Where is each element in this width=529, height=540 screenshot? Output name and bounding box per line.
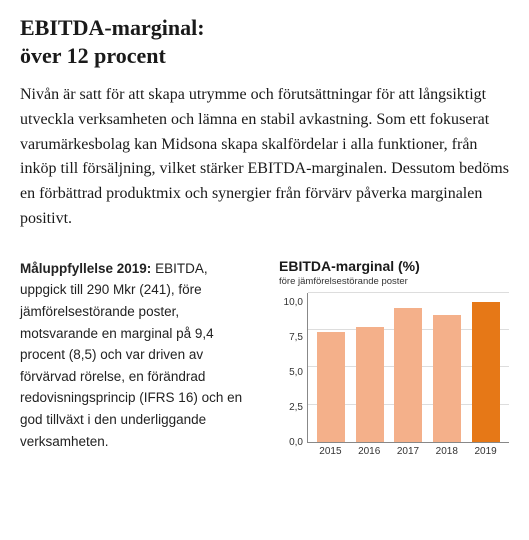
- goal-lead: Måluppfyllelse 2019:: [20, 261, 151, 276]
- chart-container: EBITDA-marginal (%) före jämförelsestöra…: [279, 258, 509, 457]
- chart-bars: [308, 293, 509, 442]
- goal-fulfilment-text: Måluppfyllelse 2019: EBITDA, uppgick til…: [20, 258, 255, 457]
- chart-title: EBITDA-marginal (%): [279, 258, 509, 274]
- y-tick: 10,0: [284, 298, 303, 308]
- heading-line-1: EBITDA-marginal:: [20, 14, 509, 42]
- chart-x-axis: 2015 2016 2017 2018 2019: [307, 443, 509, 457]
- x-tick-label: 2015: [316, 446, 344, 457]
- y-tick: 0,0: [289, 438, 303, 448]
- chart-bar: [356, 327, 384, 442]
- lower-section: Måluppfyllelse 2019: EBITDA, uppgick til…: [20, 258, 509, 457]
- y-tick: 7,5: [289, 333, 303, 343]
- x-tick-label: 2016: [355, 446, 383, 457]
- chart-bar: [317, 332, 345, 442]
- heading-line-2: över 12 procent: [20, 42, 509, 70]
- chart-plot-area: [307, 293, 509, 443]
- goal-rest: EBITDA, uppgick till 290 Mkr (241), före…: [20, 261, 242, 449]
- chart-y-axis: 10,0 7,5 5,0 2,5 0,0: [279, 293, 307, 443]
- y-tick: 5,0: [289, 368, 303, 378]
- body-paragraph: Nivån är satt för att skapa utrymme och …: [20, 83, 509, 232]
- chart-bar: [394, 308, 422, 442]
- chart-bar: [433, 315, 461, 442]
- chart-plot-wrap: 10,0 7,5 5,0 2,5 0,0: [279, 293, 509, 443]
- x-tick-label: 2019: [472, 446, 500, 457]
- chart-subtitle: före jämförelsestörande poster: [279, 276, 509, 287]
- section-heading: EBITDA-marginal: över 12 procent: [20, 14, 509, 69]
- x-tick-label: 2017: [394, 446, 422, 457]
- x-tick-label: 2018: [433, 446, 461, 457]
- chart-bar: [472, 302, 500, 442]
- y-tick: 2,5: [289, 403, 303, 413]
